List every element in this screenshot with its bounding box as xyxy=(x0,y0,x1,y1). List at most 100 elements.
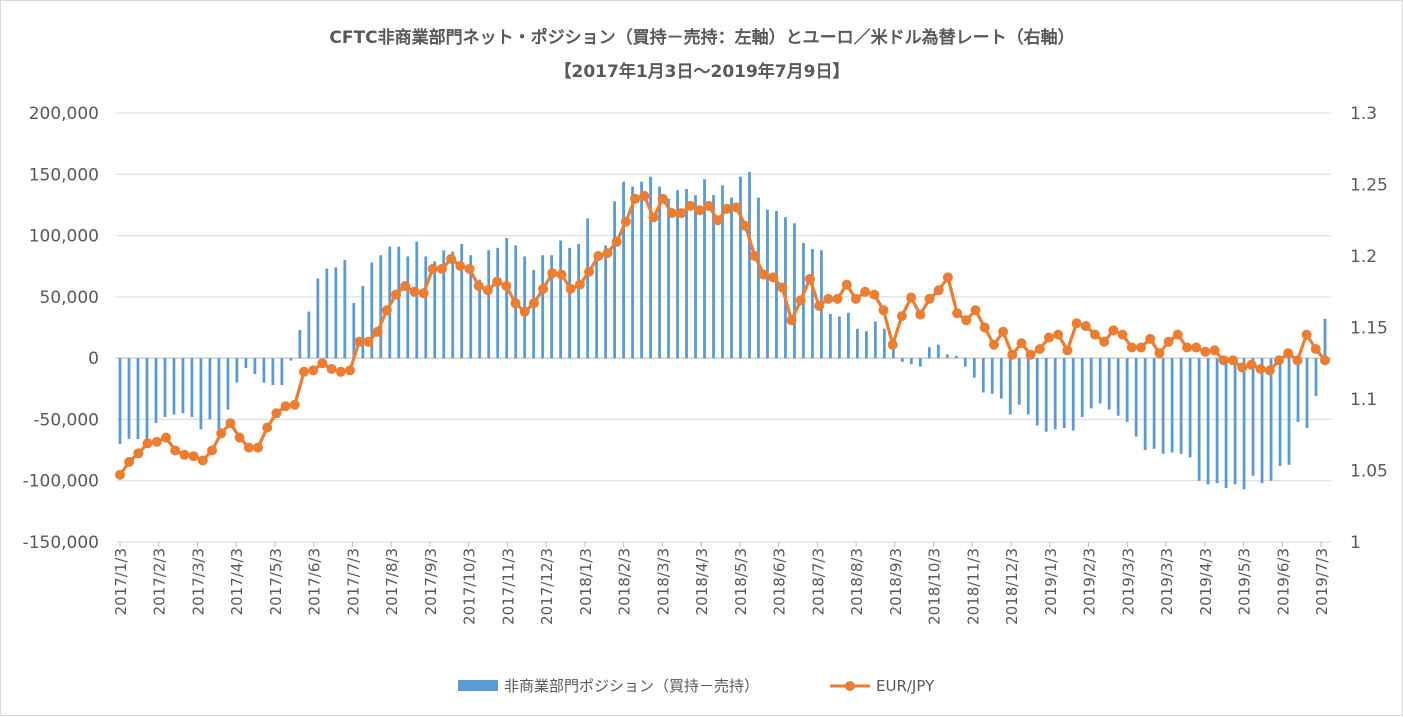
bar xyxy=(900,358,904,362)
bar xyxy=(352,302,356,359)
bar xyxy=(532,269,536,359)
bar xyxy=(1107,358,1111,410)
bar xyxy=(757,197,760,359)
eurjpy-point xyxy=(538,283,549,294)
eurjpy-point xyxy=(694,205,705,216)
eurjpy-point xyxy=(216,428,227,439)
eurjpy-point xyxy=(896,311,907,322)
eurjpy-point xyxy=(528,298,539,309)
bar xyxy=(1323,318,1327,359)
bar xyxy=(685,188,688,359)
left-tick-label: 200,000 xyxy=(29,104,99,124)
eurjpy-point xyxy=(1255,364,1266,374)
bar xyxy=(217,358,221,430)
eurjpy-point xyxy=(1191,342,1202,353)
x-tick-label: 2019/3/3 xyxy=(1158,548,1176,615)
eurjpy-point xyxy=(1218,355,1229,366)
bar xyxy=(1044,358,1048,432)
bar xyxy=(118,358,122,444)
right-tick-label: 1.15 xyxy=(1350,319,1388,339)
left-tick-label: 0 xyxy=(88,349,99,369)
x-tick-label: 2017/7/3 xyxy=(344,548,362,615)
eurjpy-point xyxy=(630,193,641,204)
bar xyxy=(487,250,491,359)
left-tick-label: 50,000 xyxy=(40,288,99,308)
bar xyxy=(981,358,985,393)
x-tick-label: 2018/3/3 xyxy=(654,548,672,615)
bar xyxy=(1206,358,1210,485)
eurjpy-point xyxy=(436,263,447,274)
left-tick-label: 150,000 xyxy=(29,165,99,185)
x-tick-label: 2017/8/3 xyxy=(383,548,401,615)
bar xyxy=(190,358,194,417)
x-tick-label: 2017/4/3 xyxy=(228,548,246,615)
eurjpy-point xyxy=(786,315,797,326)
chart-title: CFTC非商業部門ネット・ポジション（買持－売持：左軸）とユーロ／米ドル為替レー… xyxy=(329,27,1074,48)
bar xyxy=(505,238,509,359)
eurjpy-point xyxy=(308,365,319,376)
left-tick-label: -50,000 xyxy=(33,410,99,430)
eurjpy-point xyxy=(510,298,521,309)
right-tick-label: 1.25 xyxy=(1350,176,1388,196)
bar xyxy=(963,358,967,367)
eurjpy-point xyxy=(1301,329,1312,340)
eurjpy-point xyxy=(988,339,999,350)
x-tick-label: 2017/1/3 xyxy=(112,548,130,615)
eurjpy-point xyxy=(455,261,466,271)
eurjpy-point xyxy=(758,269,769,280)
bar xyxy=(559,240,563,359)
bar xyxy=(163,358,167,417)
legend-swatch-marker xyxy=(845,681,855,691)
eurjpy-point xyxy=(124,456,135,467)
bar xyxy=(415,241,419,359)
bar xyxy=(954,355,958,359)
eurjpy-point xyxy=(574,279,585,290)
bar xyxy=(748,171,751,359)
eurjpy-point xyxy=(878,305,889,316)
eurjpy-point xyxy=(345,365,355,376)
x-tick-label: 2017/6/3 xyxy=(306,548,324,615)
eurjpy-point xyxy=(151,436,162,447)
eurjpy-point xyxy=(335,366,346,377)
eurjpy-point xyxy=(381,305,392,316)
bar xyxy=(253,358,257,375)
eurjpy-point xyxy=(363,336,374,347)
eurjpy-point xyxy=(271,408,282,419)
bar xyxy=(1278,358,1282,467)
eurjpy-point xyxy=(915,309,926,320)
eurjpy-point xyxy=(1126,342,1137,353)
eurjpy-point xyxy=(620,216,631,227)
bar xyxy=(999,358,1003,399)
x-tick-label: 2018/5/3 xyxy=(732,548,750,615)
eurjpy-point xyxy=(933,285,944,296)
eurjpy-point xyxy=(850,293,861,304)
bar xyxy=(262,358,266,383)
eurjpy-point xyxy=(391,289,401,300)
bar xyxy=(1017,358,1021,405)
eurjpy-point xyxy=(869,289,880,300)
bar xyxy=(631,186,634,359)
bar-series-position xyxy=(118,171,1327,490)
bar xyxy=(1116,358,1120,416)
bar xyxy=(460,244,464,359)
eurjpy-point xyxy=(804,273,815,284)
bar xyxy=(280,358,284,386)
bar xyxy=(613,201,616,359)
chart-subtitle: 【2017年1月3日～2019年7月9日】 xyxy=(555,61,850,82)
bar xyxy=(541,255,545,359)
eurjpy-point xyxy=(584,266,595,277)
bar xyxy=(145,358,149,442)
eurjpy-point xyxy=(1237,362,1248,373)
eurjpy-point xyxy=(961,315,972,326)
bar xyxy=(127,358,131,440)
bar xyxy=(1197,358,1201,481)
bar xyxy=(235,358,239,383)
eurjpy-point xyxy=(179,449,190,460)
x-tick-label: 2017/12/3 xyxy=(538,548,556,625)
bar xyxy=(1089,358,1093,409)
eurjpy-point xyxy=(1016,338,1027,349)
left-tick-label: -150,000 xyxy=(23,533,99,553)
eurjpy-point xyxy=(142,438,153,449)
eurjpy-point xyxy=(832,293,843,304)
